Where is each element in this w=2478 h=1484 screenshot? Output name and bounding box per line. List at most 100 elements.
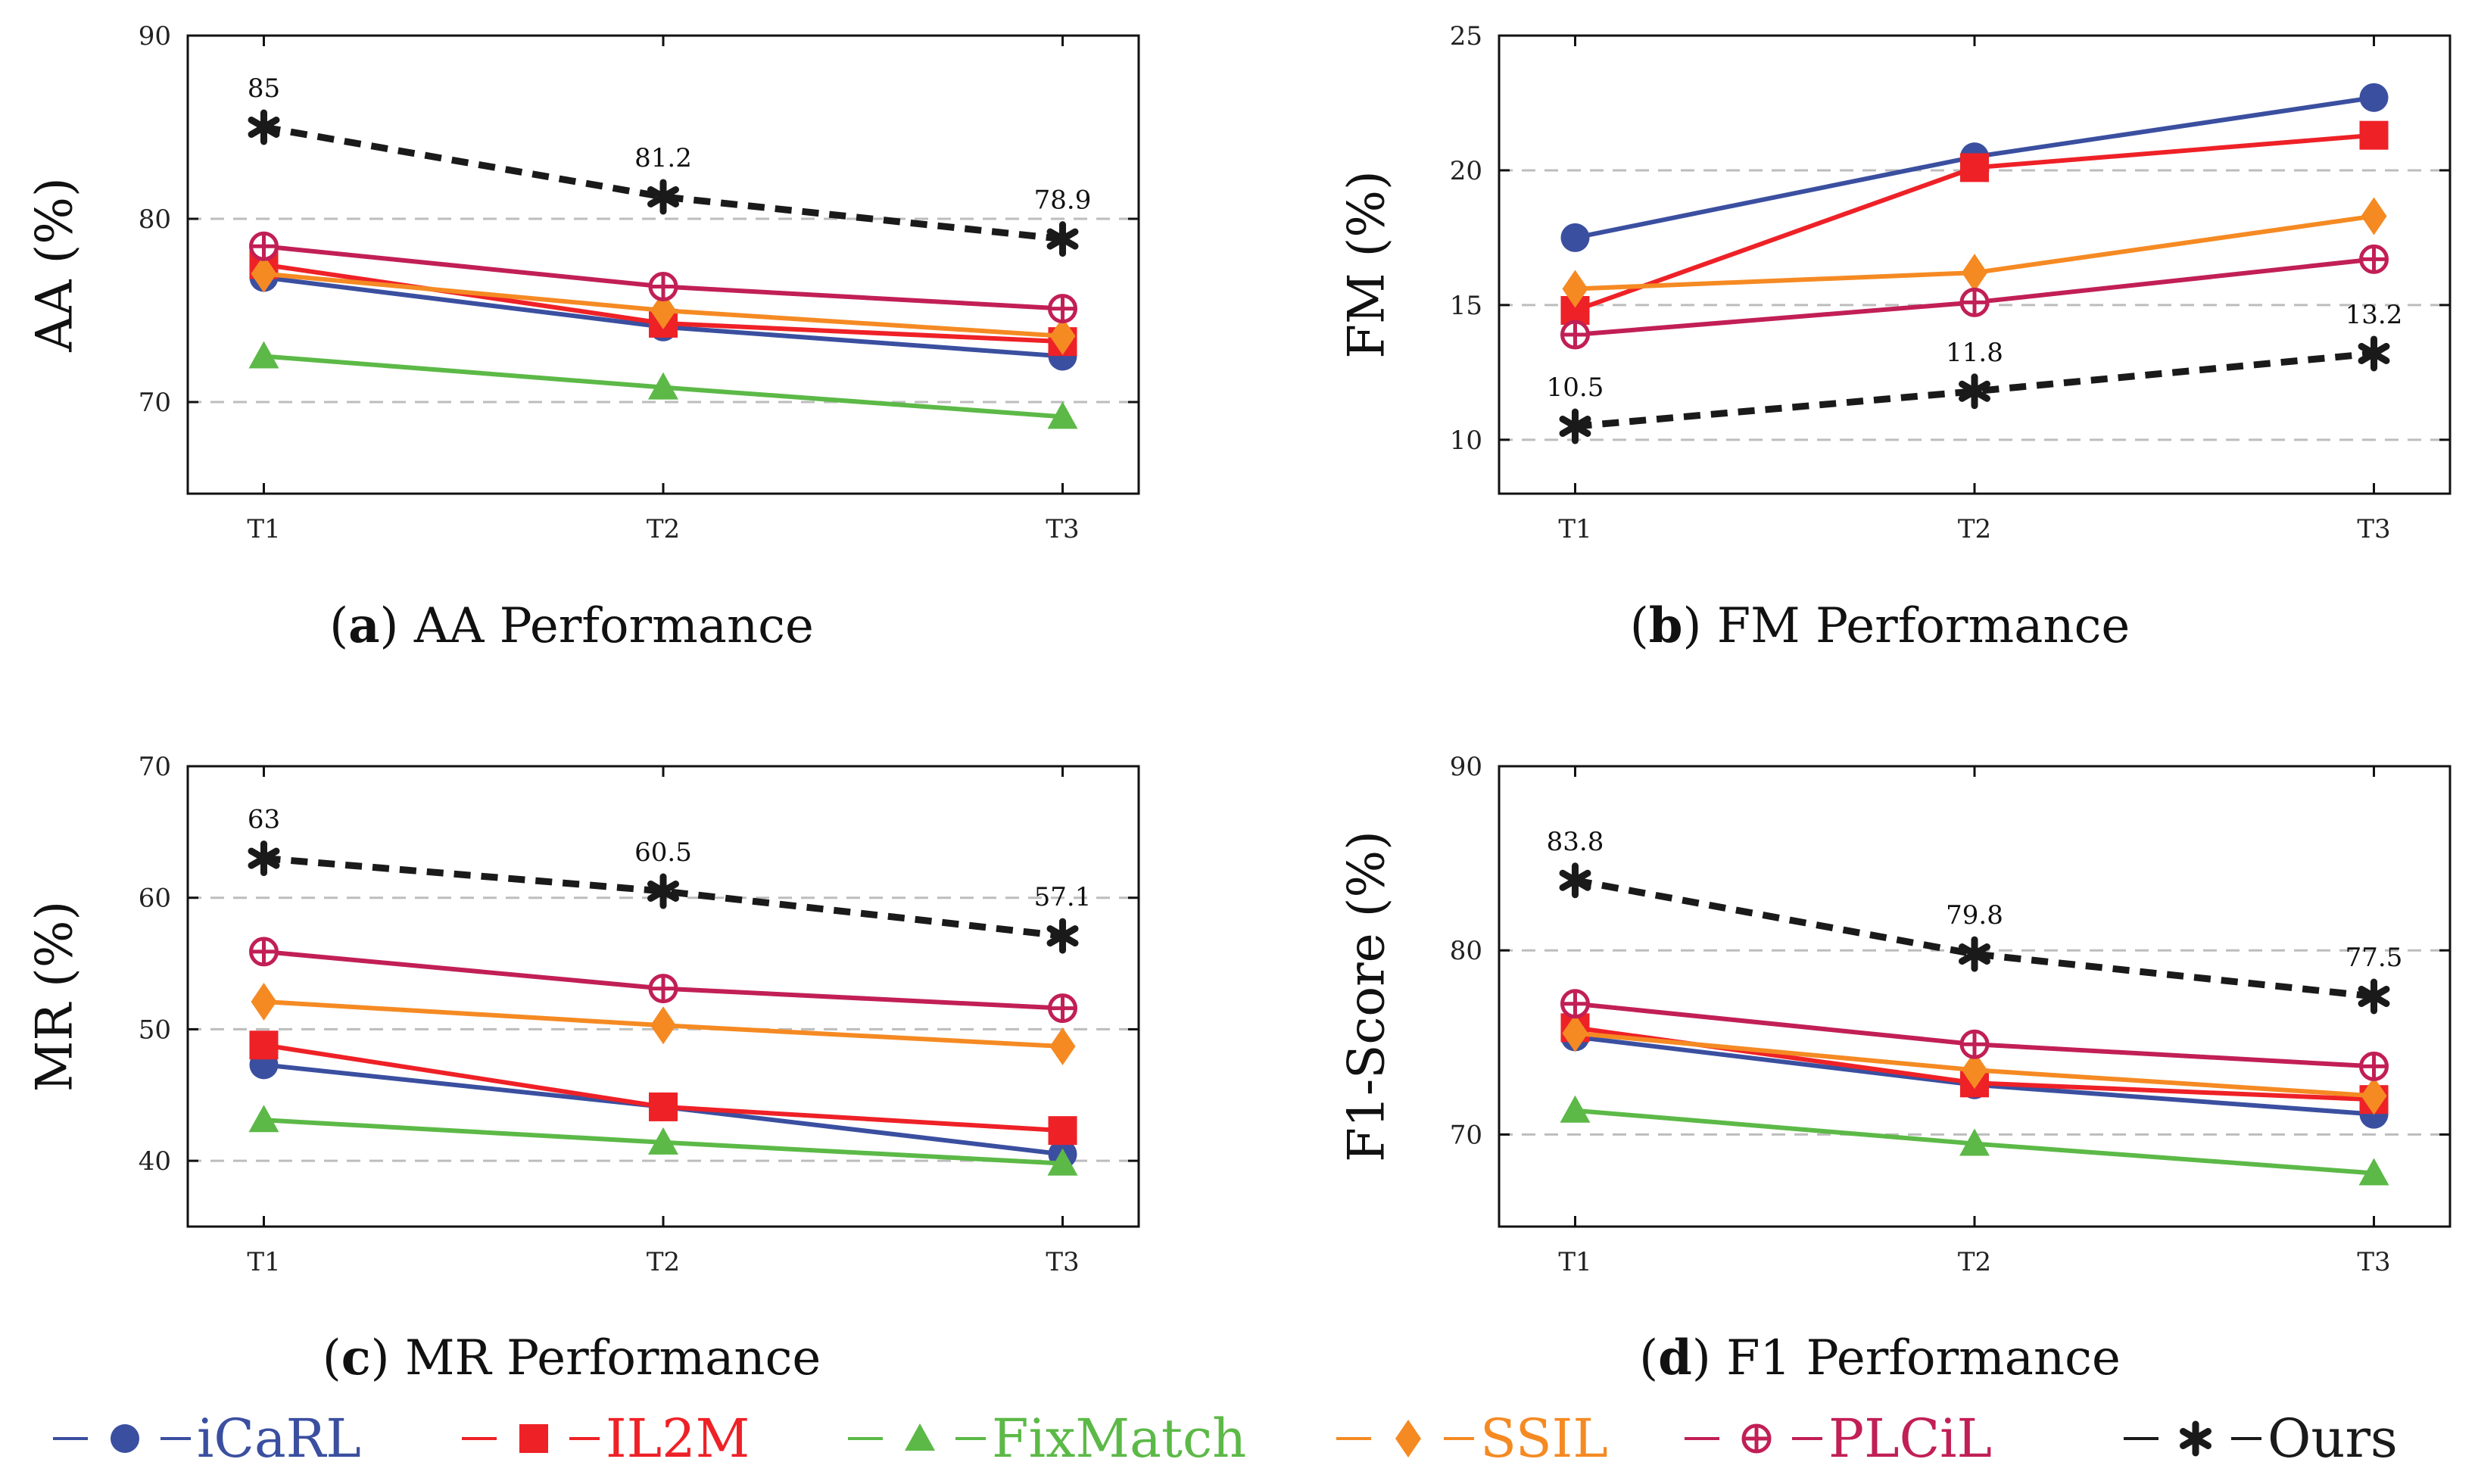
legend-item-il2m: IL2M: [462, 1408, 750, 1470]
legend: iCaRL IL2M FixMatch SSIL PLCiL Ours: [53, 1408, 2398, 1470]
data-point: [2358, 1158, 2389, 1186]
data-point: [1959, 373, 1990, 410]
data-point: [648, 272, 678, 302]
legend-marker: [519, 1424, 548, 1453]
series-plcil: [1560, 244, 2389, 350]
legend-label: FixMatch: [992, 1408, 1246, 1470]
y-tick-label: 70: [139, 388, 171, 418]
data-point: [1047, 1148, 1078, 1176]
data-point: [1046, 221, 1079, 257]
data-label: 79.8: [1946, 900, 2003, 931]
data-point: [648, 1127, 678, 1155]
series-ssil: [251, 982, 1076, 1066]
x-tick-label: T3: [1046, 1247, 1079, 1277]
series-ssil: [1562, 1014, 2387, 1115]
data-point: [2358, 335, 2390, 372]
chart-panel-a: 70 80 90 T1 T2 T3 AA (%) 85 81.2 78.9 (a) AA Perfo…: [26, 21, 1140, 654]
legend-label: IL2M: [606, 1408, 750, 1470]
data-point: [648, 974, 678, 1004]
y-tick-label: 80: [1450, 936, 1482, 966]
y-tick-label: 10: [1450, 426, 1482, 456]
data-point: [2359, 120, 2389, 150]
data-point: [1959, 1029, 1990, 1059]
series-ours: 63 60.5 57.1: [248, 805, 1092, 954]
legend-item-icarl: iCaRL: [53, 1408, 361, 1470]
data-point: [1959, 287, 1990, 317]
series-ssil: [251, 254, 1076, 355]
series-ssil: [1562, 197, 2387, 308]
data-point: [248, 231, 279, 261]
x-tick-label: T2: [647, 1247, 680, 1277]
data-point: [248, 840, 280, 877]
data-point: [649, 1092, 678, 1121]
data-point: [248, 1105, 279, 1133]
legend-marker: [1395, 1420, 1421, 1458]
chart-title: F1 Performance: [1726, 1330, 2121, 1386]
y-tick-label: 15: [1450, 291, 1482, 321]
chart-title: FM Performance: [1717, 598, 2130, 654]
data-point: [251, 254, 277, 293]
x-tick-label: T2: [1958, 1247, 1991, 1277]
data-label: 78.9: [1034, 186, 1092, 216]
x-tick-label: T3: [1046, 514, 1079, 544]
data-point: [248, 109, 280, 145]
y-tick-label: 90: [1450, 752, 1482, 782]
plot-frame: [1498, 765, 2452, 1228]
panel-caption: (d) F1 Performance: [1639, 1330, 2121, 1386]
y-tick-label: 60: [139, 884, 171, 914]
series-plcil: [248, 231, 1078, 324]
x-tick-label: T1: [1558, 1247, 1591, 1277]
y-tick-label: 50: [139, 1015, 171, 1045]
y-tick-label: 70: [1450, 1120, 1482, 1150]
series-fixmatch: [248, 1105, 1078, 1176]
series-il2m: [249, 1030, 1077, 1146]
series-ours: 85 81.2 78.9: [248, 73, 1092, 257]
legend-item-ssil: SSIL: [1336, 1408, 1608, 1470]
data-point: [1048, 993, 1078, 1024]
data-point: [1962, 1051, 1987, 1090]
chart-panel-b: 10 15 20 25 T1 T2 T3 FM (%) 10.5 11.8 13.2 (b) FM P…: [1338, 21, 2452, 654]
data-point: [1959, 936, 1990, 972]
plot-frame: [186, 34, 1140, 495]
panel-caption: (c) MR Performance: [323, 1330, 821, 1386]
series-il2m: [1560, 120, 2389, 325]
data-point: [1960, 153, 1989, 182]
chart-panel-d: 70 80 90 T1 T2 T3 F1-Score (%) 83.8 79.8 77.5 (d) …: [1338, 752, 2452, 1386]
x-tick-label: T1: [247, 1247, 280, 1277]
data-point: [650, 292, 676, 329]
data-point: [647, 179, 679, 215]
data-point: [1560, 223, 1590, 252]
panel-caption: (b) FM Performance: [1630, 597, 2130, 654]
legend-label: PLCiL: [1828, 1408, 1992, 1470]
y-tick-label: 90: [139, 21, 171, 51]
data-point: [648, 372, 678, 400]
data-point: [248, 937, 279, 967]
data-label: 77.5: [2346, 943, 2403, 973]
data-point: [1047, 401, 1078, 429]
series-fixmatch: [248, 341, 1078, 429]
data-label: 57.1: [1034, 882, 1092, 912]
y-axis-label: F1-Score (%): [1338, 831, 1396, 1162]
legend-label: Ours: [2268, 1408, 2398, 1470]
x-tick-label: T1: [247, 514, 280, 544]
data-point: [1046, 918, 1079, 954]
series-plcil: [1560, 989, 2389, 1081]
data-point: [1562, 270, 1588, 308]
data-point: [1962, 254, 1987, 292]
data-point: [2359, 83, 2389, 112]
chart-panel-c: 40 50 60 70 T1 T2 T3 MR (%) 63 60.5 57.1 (c) MR Per…: [26, 752, 1140, 1386]
data-point: [2359, 1051, 2389, 1081]
y-tick-label: 40: [139, 1146, 171, 1177]
x-tick-label: T3: [2357, 1247, 2390, 1277]
legend-item-plcil: PLCiL: [1685, 1408, 1992, 1470]
legend-label: iCaRL: [197, 1408, 361, 1470]
data-point: [2358, 978, 2390, 1015]
data-point: [249, 1030, 279, 1060]
chart-title: AA Performance: [413, 598, 814, 654]
data-point: [1959, 1128, 1990, 1156]
data-label: 60.5: [634, 837, 692, 868]
legend-marker: [1741, 1423, 1772, 1454]
y-tick-label: 80: [139, 204, 171, 235]
y-axis-label: MR (%): [26, 901, 84, 1092]
